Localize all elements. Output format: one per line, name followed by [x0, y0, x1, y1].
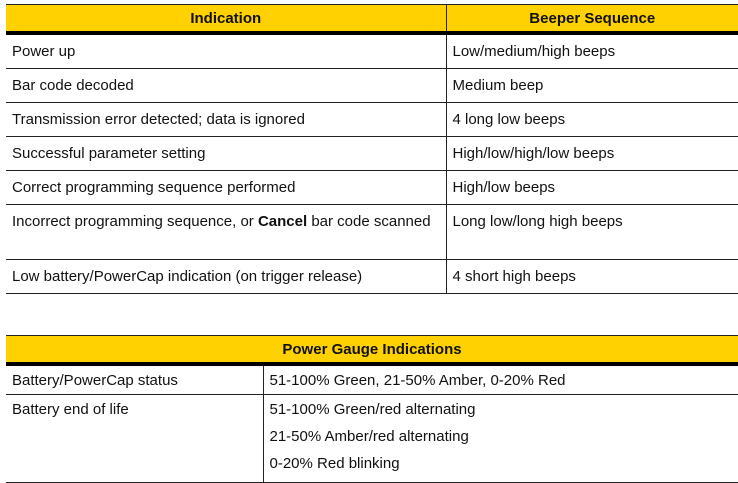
table-header-row: Power Gauge Indications [6, 336, 738, 365]
cancel-emphasis: Cancel [258, 213, 307, 230]
indication-text: bar code scanned [307, 213, 430, 230]
indication-cell: Incorrect programming sequence, or Cance… [6, 205, 446, 260]
table-row: Successful parameter setting High/low/hi… [6, 137, 738, 171]
table-row: Correct programming sequence performed H… [6, 171, 738, 205]
table-row: Low battery/PowerCap indication (on trig… [6, 260, 738, 294]
sequence-cell: 4 long low beeps [446, 103, 738, 137]
indication-cell: Low battery/PowerCap indication (on trig… [6, 260, 446, 294]
value-cell: 51-100% Green, 21-50% Amber, 0-20% Red [263, 364, 738, 395]
value-line: 21-50% Amber/red alternating [270, 428, 738, 455]
indication-cell: Transmission error detected; data is ign… [6, 103, 446, 137]
indication-cell: Power up [6, 33, 446, 69]
column-header-indication: Indication [6, 5, 446, 34]
sequence-cell: 4 short high beeps [446, 260, 738, 294]
table-row: Power up Low/medium/high beeps [6, 33, 738, 69]
value-line: 51-100% Green/red alternating [270, 401, 738, 428]
sequence-cell: Medium beep [446, 69, 738, 103]
value-cell: 51-100% Green/red alternating 21-50% Amb… [263, 395, 738, 483]
indication-text: Incorrect programming sequence, or [12, 213, 258, 230]
sequence-cell: High/low/high/low beeps [446, 137, 738, 171]
sequence-cell: Low/medium/high beeps [446, 33, 738, 69]
indication-cell: Correct programming sequence performed [6, 171, 446, 205]
sequence-cell: Long low/long high beeps [446, 205, 738, 260]
table-row: Battery/PowerCap status 51-100% Green, 2… [6, 364, 738, 395]
table-row: Transmission error detected; data is ign… [6, 103, 738, 137]
table-header-row: Indication Beeper Sequence [6, 5, 738, 34]
indication-cell: Successful parameter setting [6, 137, 446, 171]
table-row: Bar code decoded Medium beep [6, 69, 738, 103]
beeper-sequence-table: Indication Beeper Sequence Power up Low/… [6, 4, 738, 294]
power-gauge-header: Power Gauge Indications [6, 336, 738, 365]
indication-cell: Bar code decoded [6, 69, 446, 103]
label-cell: Battery/PowerCap status [6, 364, 263, 395]
power-gauge-table: Power Gauge Indications Battery/PowerCap… [6, 335, 738, 483]
table-row: Incorrect programming sequence, or Cance… [6, 205, 738, 260]
value-line: 0-20% Red blinking [270, 455, 738, 482]
sequence-cell: High/low beeps [446, 171, 738, 205]
label-cell: Battery end of life [6, 395, 263, 483]
column-header-beeper-sequence: Beeper Sequence [446, 5, 738, 34]
table-row: Battery end of life 51-100% Green/red al… [6, 395, 738, 483]
